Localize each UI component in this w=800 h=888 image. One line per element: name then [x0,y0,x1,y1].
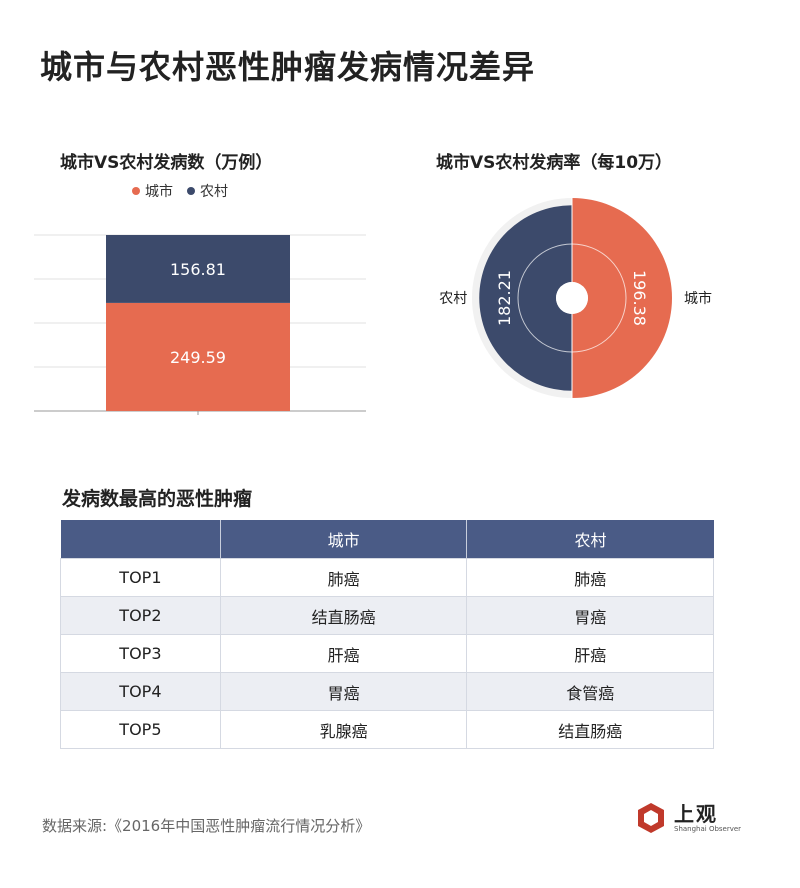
rose-chart: 196.38 城市 182.21 农村 [439,198,712,398]
brand-name: 上观 [674,801,718,826]
table-row: TOP1 肺癌 肺癌 [60,558,714,597]
table-cell: TOP3 [60,634,221,673]
table-row: TOP2 结直肠癌 胃癌 [60,596,714,635]
table-cell: 肝癌 [219,634,468,673]
source-note: 数据来源:《2016年中国恶性肿瘤流行情况分析》 [42,817,371,835]
table-row: TOP3 肝癌 肝癌 [60,634,714,673]
table-row: TOP4 胃癌 食管癌 [60,672,714,711]
legend-dot-rural [187,187,195,195]
table-cell: TOP4 [60,672,221,711]
page-title: 城市与农村恶性肿瘤发病情况差异 [40,48,536,86]
legend-label-rural: 农村 [200,184,228,200]
table-row: TOP5 乳腺癌 结直肠癌 [60,710,714,749]
table-cell: 结直肠癌 [219,596,468,635]
table-cell: 结直肠癌 [466,710,714,749]
table-cell: 食管癌 [466,672,714,711]
rose-sector-rural [479,205,572,391]
brand-emblem-icon [638,803,664,833]
rose-category-label-urban: 城市 [684,290,712,307]
table-cell: 肺癌 [219,558,468,597]
table-cell: TOP5 [60,710,221,749]
ranking-table: 城市 农村 TOP1 肺癌 肺癌 TOP2 结直肠癌 胃癌 TOP3 肝癌 肝癌… [60,520,714,749]
bar-chart: 249.59 156.81 [34,234,366,415]
bar-chart-title: 城市VS农村发病数（万例） [60,153,273,173]
table-header-cell: 城市 [220,520,468,559]
bar-segment-urban [106,302,290,411]
rose-category-label-rural: 农村 [439,291,467,307]
legend-item-urban: 城市 [132,181,173,201]
brand-logo: 上观 Shanghai Observer [634,801,741,835]
bar-chart-legend: 城市 农村 [132,181,228,201]
bar-segment-rural [106,235,290,303]
table-header-cell [60,520,221,559]
table-header-row: 城市 农村 [60,520,714,559]
rose-value-label-rural: 182.21 [495,270,514,326]
rose-sector-urban [572,198,672,398]
table-title: 发病数最高的恶性肿瘤 [62,488,253,510]
table-cell: TOP1 [60,558,221,597]
table-cell: 乳腺癌 [219,710,468,749]
legend-item-rural: 农村 [187,181,228,201]
rose-center-hole [556,282,588,314]
rose-chart-title: 城市VS农村发病率（每10万） [436,153,673,173]
brand-subtitle: Shanghai Observer [674,824,742,833]
legend-label-urban: 城市 [145,184,173,200]
data-label-rural: 156.81 [170,260,226,279]
table-cell: 胃癌 [466,596,714,635]
table-cell: 肝癌 [466,634,714,673]
table-cell: TOP2 [60,596,221,635]
data-label-urban: 249.59 [170,348,226,367]
table-cell: 胃癌 [219,672,468,711]
table-header-cell: 农村 [466,520,714,559]
table-cell: 肺癌 [466,558,714,597]
rose-value-label-urban: 196.38 [630,270,649,326]
legend-dot-urban [132,187,140,195]
